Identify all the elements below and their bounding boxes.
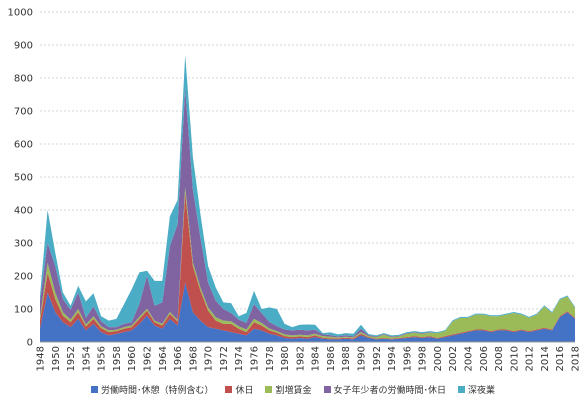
x-tick-label: 1976	[250, 346, 261, 371]
x-tick-label: 1960	[127, 346, 138, 371]
x-tick-label: 1996	[402, 346, 413, 371]
legend-label: 割増賃金	[275, 385, 312, 396]
x-tick-label: 2008	[494, 346, 505, 371]
x-tick-label: 1974	[234, 346, 245, 371]
legend-item: 女子年少者の労働時間･休日	[323, 383, 447, 396]
legend-item: 深夜業	[458, 383, 495, 396]
area-series-3	[40, 87, 575, 338]
x-tick-label: 1968	[188, 346, 199, 371]
x-tick-label: 1986	[326, 346, 337, 371]
x-tick-label: 1948	[36, 346, 47, 371]
y-tick-label: 0	[27, 338, 33, 349]
legend-label: 休日	[235, 385, 254, 396]
y-tick-label: 100	[14, 305, 33, 316]
y-tick-label: 1000	[8, 8, 33, 19]
legend-swatch	[265, 385, 273, 393]
area-series	[40, 54, 575, 342]
y-tick-label: 200	[14, 272, 33, 283]
y-tick-label: 700	[14, 107, 33, 118]
x-tick-label: 1980	[280, 346, 291, 371]
x-tick-label: 1966	[173, 346, 184, 371]
legend-swatch	[458, 385, 466, 393]
x-tick-label: 1982	[295, 346, 306, 371]
legend-label: 女子年少者の労働時間･休日	[333, 385, 447, 396]
y-tick-label: 600	[14, 140, 33, 151]
x-tick-label: 1962	[143, 346, 154, 371]
axes: 0 100 200 300 400 500 600 700 800 900 1000 1948 1950…	[8, 8, 582, 372]
legend-item: 休日	[225, 383, 253, 396]
x-tick-label: 1970	[204, 346, 215, 371]
x-tick-label: 2006	[479, 346, 490, 371]
x-tick-label: 1972	[219, 346, 230, 371]
x-tick-label: 1964	[158, 346, 169, 371]
x-tick-label: 1956	[97, 346, 108, 371]
x-tick-label: 1950	[51, 346, 62, 371]
x-tick-label: 2014	[540, 346, 551, 371]
grid-lines	[40, 11, 575, 310]
legend-item: 労働時間･休憩（特例含む）	[90, 383, 214, 396]
y-tick-label: 400	[14, 206, 33, 217]
x-tick-label: 1994	[387, 346, 398, 371]
area-series-0	[40, 282, 575, 342]
y-tick-label: 300	[14, 239, 33, 250]
legend-label: 労働時間･休憩（特例含む）	[100, 385, 214, 396]
x-tick-label: 2010	[509, 346, 520, 371]
x-tick-label: 1984	[311, 346, 322, 371]
legend-item: 割増賃金	[265, 383, 312, 396]
x-tick-label: 1958	[112, 346, 123, 371]
x-tick-label: 2004	[464, 346, 475, 371]
x-tick-label: 1952	[66, 346, 77, 371]
x-tick-label: 1990	[357, 346, 368, 371]
x-tick-label: 2012	[525, 346, 536, 371]
x-tick-label: 2000	[433, 346, 444, 371]
x-tick-label: 1988	[341, 346, 352, 371]
y-tick-label: 900	[14, 41, 33, 52]
x-tick-label: 2018	[571, 346, 582, 371]
x-tick-label: 2002	[448, 346, 459, 371]
x-tick-label: 1992	[372, 346, 383, 371]
y-tick-label: 500	[14, 173, 33, 184]
x-tick-label: 1998	[418, 346, 429, 371]
area-series-4	[40, 54, 575, 337]
legend-label: 深夜業	[468, 385, 496, 396]
legend-swatch	[90, 385, 98, 393]
legend-swatch	[225, 385, 233, 393]
x-tick-label: 1954	[81, 346, 92, 371]
legend-swatch	[323, 385, 331, 393]
x-tick-label: 2016	[555, 346, 566, 371]
chart-legend: 労働時間･休憩（特例含む） 休日 割増賃金 女子年少者の労働時間･休日 深夜業	[0, 380, 586, 398]
y-tick-label: 800	[14, 74, 33, 85]
x-tick-label: 1978	[265, 346, 276, 371]
area-series-2	[40, 186, 575, 339]
